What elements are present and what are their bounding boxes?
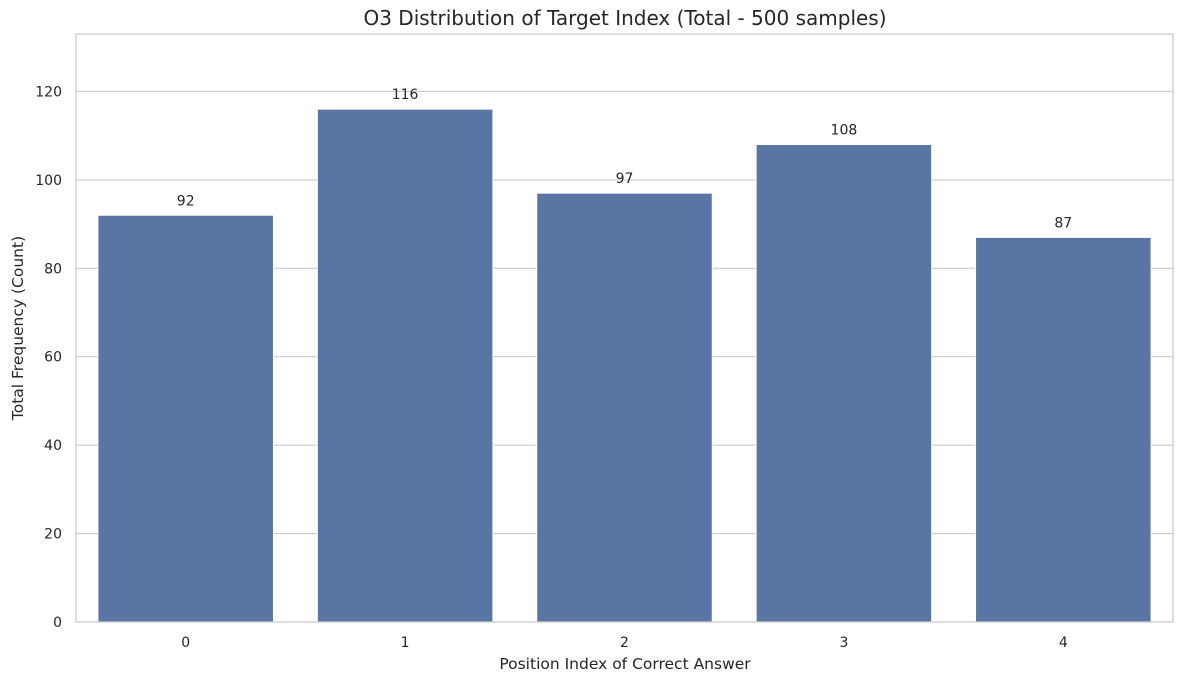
data-label: 87 xyxy=(1054,215,1072,231)
x-axis-label: Position Index of Correct Answer xyxy=(499,655,751,673)
x-tick-label: 0 xyxy=(181,635,190,651)
y-tick-label: 20 xyxy=(44,527,62,543)
x-tick-label: 2 xyxy=(620,635,629,651)
data-label: 108 xyxy=(831,123,858,139)
x-tick-label: 4 xyxy=(1059,635,1068,651)
data-label: 116 xyxy=(392,87,419,103)
x-tick-label: 3 xyxy=(839,635,848,651)
bar-2 xyxy=(536,192,713,623)
bar-4 xyxy=(975,236,1152,623)
y-tick-label: 80 xyxy=(44,261,62,277)
plot-area: 0 20 40 60 80 100 120 92 0 116 1 97 2 108 3 87 4 xyxy=(35,33,1174,651)
y-tick-label: 0 xyxy=(53,615,62,631)
x-tick-label: 1 xyxy=(401,635,410,651)
chart-title: O3 Distribution of Target Index (Total -… xyxy=(363,6,886,30)
data-label: 97 xyxy=(616,171,634,187)
y-tick-label: 100 xyxy=(35,173,62,189)
bar-3 xyxy=(755,144,933,623)
bar-1 xyxy=(316,108,494,623)
y-tick-label: 40 xyxy=(44,438,62,454)
y-tick-label: 120 xyxy=(35,84,62,100)
y-axis-label: Total Frequency (Count) xyxy=(9,236,27,421)
data-label: 92 xyxy=(177,193,195,209)
bar-0 xyxy=(97,214,274,623)
plot-frame xyxy=(75,33,1174,623)
y-tick-label: 60 xyxy=(44,350,62,366)
